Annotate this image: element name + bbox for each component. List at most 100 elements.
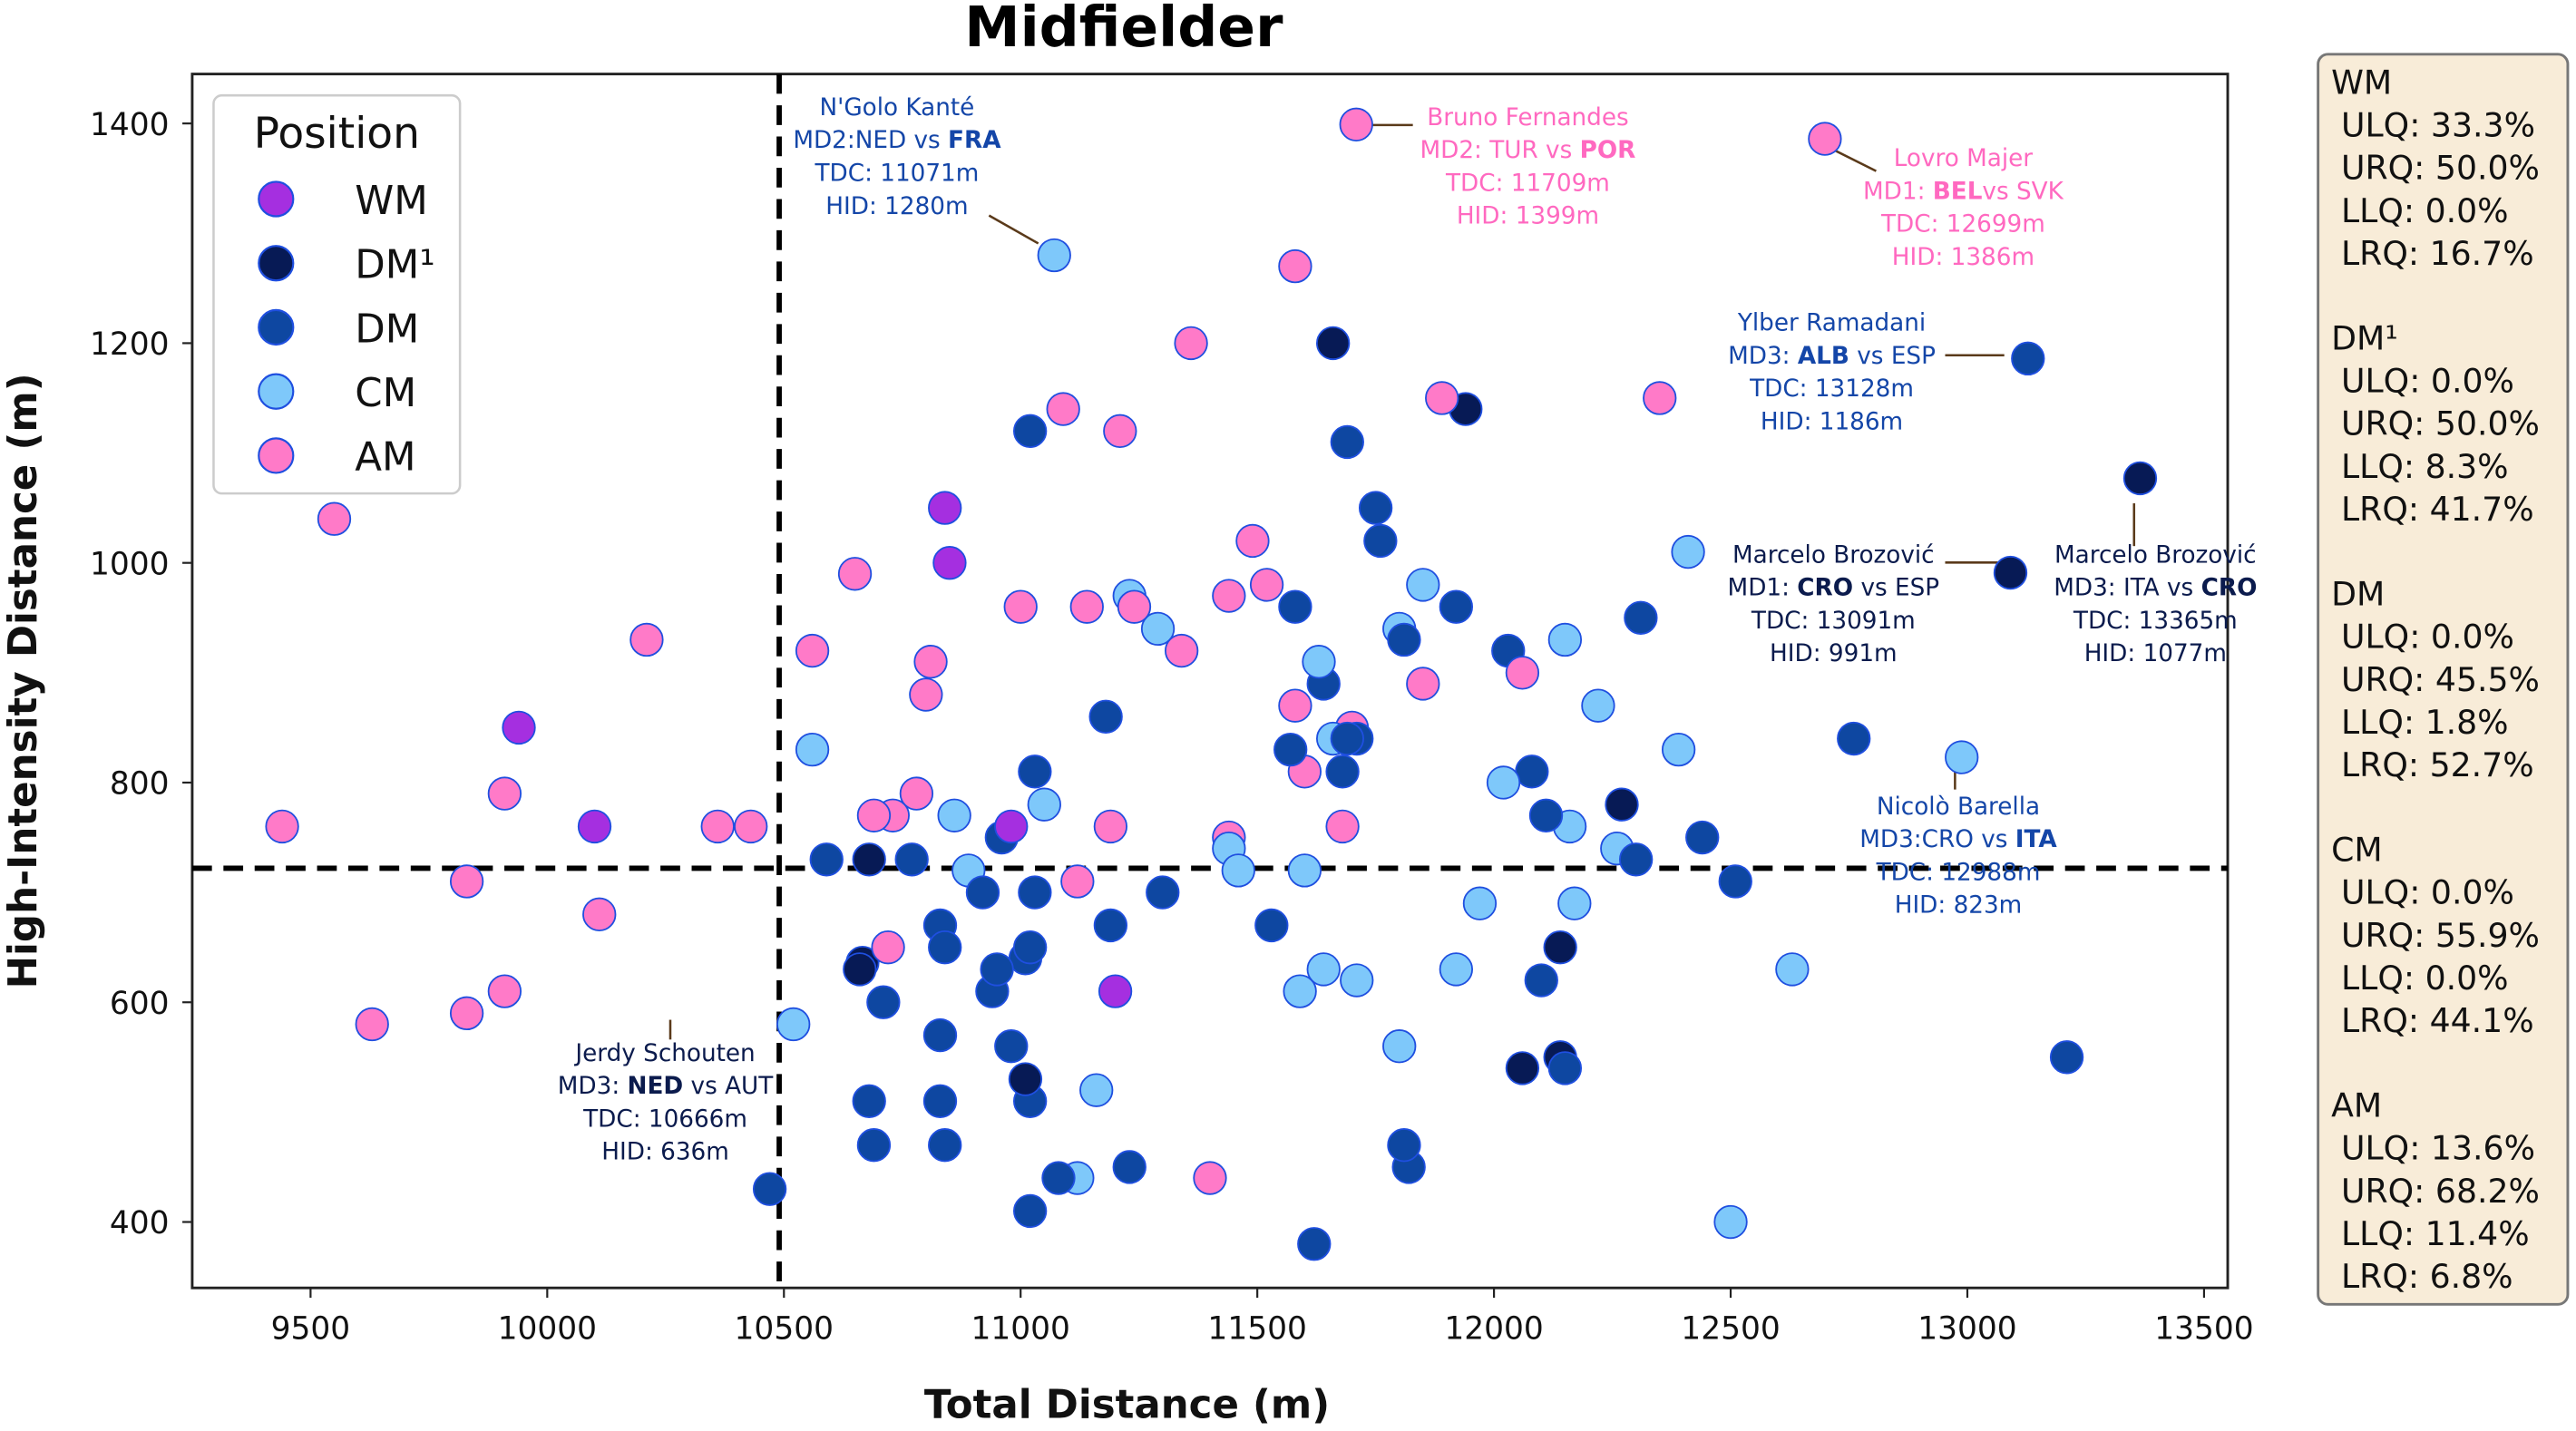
data-point-am <box>1193 1161 1227 1195</box>
data-point-dm <box>1619 842 1654 877</box>
data-point-dm <box>922 1017 958 1053</box>
data-point-dm <box>922 1084 958 1118</box>
annotation-player-name: Bruno Fernandes <box>1427 104 1628 131</box>
match-team-a: NED <box>855 127 906 154</box>
match-team-b: AUT <box>725 1073 774 1100</box>
y-axis: 400 600 800 1000 1200 1400 <box>90 107 192 1241</box>
player-annotation: Marcelo Brozović MD1: CRO vs ESP TDC: 1309… <box>1728 541 1940 667</box>
data-point-dm <box>1439 589 1474 624</box>
data-point-wm <box>502 710 536 745</box>
data-point-dm <box>894 842 929 877</box>
match-team-a: CRO <box>1922 826 1974 853</box>
data-point-dm <box>1012 930 1048 965</box>
stats-line: LRQ: 6.8% <box>2341 1257 2513 1296</box>
data-point-cm <box>1037 238 1071 273</box>
stats-line: URQ: 55.9% <box>2341 916 2540 955</box>
data-point-am <box>1425 381 1459 415</box>
data-point-am <box>1003 589 1038 624</box>
data-point-am <box>913 645 948 679</box>
data-point-am <box>1808 122 1842 156</box>
data-point-cm <box>795 732 830 767</box>
data-point-am <box>795 633 830 668</box>
data-point-dm <box>1278 589 1312 624</box>
data-point-am <box>1278 248 1312 284</box>
match-team-b: POR <box>1580 137 1636 164</box>
data-point-am <box>837 557 873 591</box>
data-point-cm <box>1671 534 1705 569</box>
data-point-dm <box>866 985 901 1019</box>
stats-line: LLQ: 0.0% <box>2341 191 2509 230</box>
data-point-dm <box>965 875 1000 910</box>
annotation-match: MD1: BELvs SVK <box>1863 178 2064 205</box>
data-point-dm <box>994 1029 1029 1064</box>
match-team-b: FRA <box>948 127 1001 154</box>
player-annotation: Marcelo Brozović MD3: ITA vs CRO TDC: 1336… <box>2054 541 2257 667</box>
data-point-dm <box>1112 1150 1147 1184</box>
data-point-dm <box>1528 798 1564 832</box>
data-point-dm <box>1330 424 1364 460</box>
match-vs: vs <box>683 1073 725 1100</box>
data-point-cm <box>1547 622 1583 657</box>
data-point-cm <box>1462 886 1498 920</box>
data-point-am <box>629 622 664 657</box>
player-annotation: Jerdy Schouten MD3: NED vs AUT TDC: 10666m… <box>558 1040 774 1166</box>
x-tick-label: 11000 <box>971 1310 1069 1347</box>
data-point-cm <box>1302 645 1336 679</box>
annotation-player-name: Ylber Ramadani <box>1737 310 1926 337</box>
legend-label-cm: CM <box>355 371 416 416</box>
data-point-am <box>582 897 617 932</box>
match-prefix: MD3: <box>558 1073 628 1100</box>
data-point-am <box>700 809 735 844</box>
data-point-cm <box>1406 568 1440 602</box>
stats-line: ULQ: 33.3% <box>2341 106 2535 145</box>
match-vs: vs <box>1982 178 2016 205</box>
match-team-b: ESP <box>1895 575 1939 602</box>
match-team-b: SVK <box>2016 178 2064 205</box>
data-point-am <box>317 501 352 536</box>
match-prefix: MD3: <box>1859 826 1921 853</box>
annotation-match: MD3:CRO vs ITA <box>1859 826 2057 853</box>
match-vs: vs <box>1853 575 1895 602</box>
match-prefix: MD1: <box>1728 575 1798 602</box>
annotation-tdc: TDC: 10666m <box>582 1105 747 1133</box>
legend-marker-dm1 <box>258 245 295 282</box>
data-point-am <box>487 776 522 811</box>
match-vs: vs <box>906 127 948 154</box>
annotation-match: MD2:NED vs FRA <box>793 127 1001 154</box>
data-point-am <box>1325 809 1360 844</box>
annotation-player-name: Marcelo Brozović <box>2054 541 2257 569</box>
data-point-dm <box>1524 963 1558 998</box>
y-tick-label: 400 <box>110 1205 170 1241</box>
data-point-am <box>1174 326 1208 361</box>
annotation-player-name: Jerdy Schouten <box>573 1040 755 1067</box>
data-point-cm <box>776 1007 811 1042</box>
legend-marker-wm <box>258 180 295 218</box>
match-team-a: ITA <box>2123 575 2160 602</box>
data-point-am <box>1643 381 1677 415</box>
player-annotation: N'Golo Kanté MD2:NED vs FRA TDC: 11071m HID… <box>793 94 1001 220</box>
data-point-am <box>1046 392 1080 426</box>
data-point-am <box>1235 523 1270 559</box>
data-point-wm <box>932 546 967 580</box>
stats-group-label: DM¹ <box>2331 318 2398 357</box>
data-point-am <box>1339 107 1373 142</box>
data-point-am <box>1069 589 1104 624</box>
player-annotation: Lovro Majer MD1: BELvs SVK TDC: 12699m HID:… <box>1863 145 2064 271</box>
data-point-am <box>1060 864 1095 899</box>
match-vs: vs <box>1974 826 2015 853</box>
data-point-am <box>1278 688 1312 723</box>
data-point-cm <box>1221 853 1255 888</box>
stats-line: ULQ: 0.0% <box>2341 618 2514 657</box>
match-prefix: MD2: <box>793 127 854 154</box>
annotation-hid: HID: 636m <box>601 1139 729 1166</box>
y-tick-label: 1200 <box>90 326 170 363</box>
legend-label-dm: DM <box>355 307 419 352</box>
data-point-cm <box>1340 963 1374 998</box>
match-prefix: MD1: <box>1863 178 1933 205</box>
data-point-dm1 <box>1543 930 1577 965</box>
data-point-cm <box>1027 787 1061 822</box>
match-team-a: NED <box>628 1073 684 1100</box>
